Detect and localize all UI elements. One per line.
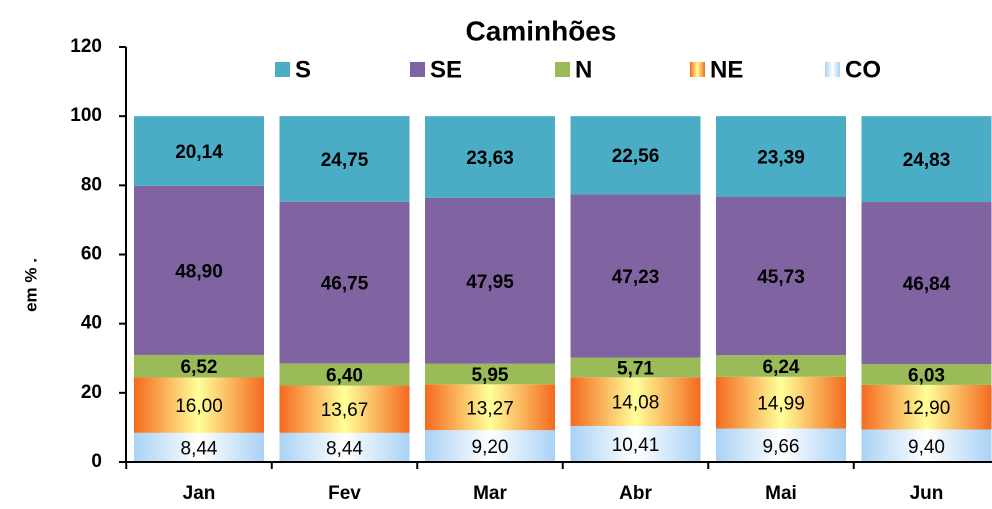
- y-tick-label: 120: [70, 36, 102, 57]
- bar-segment: [861, 364, 992, 385]
- data-label: 14,08: [612, 393, 660, 414]
- legend-swatch: [825, 62, 840, 77]
- x-tick-label: Mai: [765, 483, 797, 504]
- data-label: 12,90: [903, 398, 951, 419]
- bar-segment: [279, 116, 410, 202]
- data-label: 46,75: [321, 274, 369, 295]
- data-label: 48,90: [175, 261, 223, 282]
- data-label: 13,27: [466, 398, 514, 419]
- bar-segment: [425, 197, 555, 364]
- bar-segment: [279, 363, 410, 386]
- data-label: 20,14: [175, 142, 223, 163]
- chart-title: Caminhões: [466, 15, 617, 46]
- data-label: 6,40: [326, 365, 363, 386]
- legend-label: CO: [845, 56, 881, 83]
- data-label: 24,75: [321, 150, 369, 171]
- bar-segment: [570, 425, 701, 462]
- data-label: 5,71: [617, 358, 654, 379]
- data-label: 8,44: [181, 438, 218, 459]
- y-tick-label: 0: [91, 451, 102, 472]
- bar-segment: [570, 194, 701, 358]
- bar-segment: [425, 363, 555, 385]
- data-label: 23,39: [757, 148, 805, 169]
- data-label: 46,84: [903, 274, 951, 295]
- data-label: 6,24: [763, 357, 800, 378]
- y-tick-label: 80: [81, 174, 102, 195]
- data-label: 47,23: [612, 267, 660, 288]
- y-tick-label: 40: [81, 313, 102, 334]
- data-label: 9,66: [763, 436, 800, 457]
- data-label: 9,40: [908, 437, 945, 458]
- bar-segment: [716, 428, 846, 462]
- legend-label: S: [295, 56, 311, 83]
- bar-segment: [861, 384, 992, 430]
- bar-segment: [134, 185, 264, 355]
- x-tick-label: Jun: [910, 483, 944, 504]
- bar-segment: [134, 377, 264, 433]
- x-tick-label: Mar: [473, 483, 507, 504]
- bar-segment: [570, 116, 701, 195]
- x-tick-label: Jan: [183, 483, 216, 504]
- y-tick-label: 100: [70, 105, 102, 126]
- legend-swatch: [690, 62, 705, 77]
- bar-segment: [425, 116, 555, 198]
- bar-segment: [570, 357, 701, 378]
- data-label: 23,63: [466, 148, 514, 169]
- data-label: 9,20: [472, 437, 509, 458]
- legend-label: N: [575, 56, 592, 83]
- data-label: 13,67: [321, 400, 369, 421]
- bar-segment: [279, 201, 410, 364]
- bar-segment: [861, 116, 992, 203]
- legend-label: NE: [710, 56, 743, 83]
- data-label: 14,99: [757, 394, 805, 415]
- legend-swatch: [555, 62, 570, 77]
- data-label: 24,83: [903, 150, 951, 171]
- data-label: 47,95: [466, 272, 514, 293]
- bar-segment: [279, 432, 410, 462]
- legend-swatch: [275, 62, 290, 77]
- data-label: 16,00: [175, 396, 223, 417]
- bar-segment: [279, 385, 410, 433]
- data-label: 8,44: [326, 438, 363, 459]
- bar-segment: [716, 355, 846, 377]
- data-label: 22,56: [612, 146, 660, 167]
- bar-segment: [570, 377, 701, 426]
- data-label: 5,95: [472, 365, 509, 386]
- bar-segment: [861, 429, 992, 462]
- bar-segment: [134, 354, 264, 378]
- y-tick-label: 20: [81, 382, 102, 403]
- bar-segment: [425, 384, 555, 431]
- x-tick-label: Fev: [328, 483, 361, 504]
- data-label: 6,03: [908, 365, 945, 386]
- bar-segment: [425, 430, 555, 462]
- y-axis-title: em % .: [21, 258, 40, 312]
- y-tick-label: 60: [81, 244, 102, 265]
- bar-segment: [716, 197, 846, 356]
- bar-segment: [134, 432, 264, 462]
- legend-label: SE: [430, 56, 462, 83]
- bar-segment: [861, 202, 992, 365]
- data-label: 10,41: [612, 435, 660, 456]
- bar-segment: [716, 376, 846, 429]
- data-label: 45,73: [757, 267, 805, 288]
- legend-swatch: [410, 62, 425, 77]
- bar-segment: [134, 116, 264, 186]
- x-tick-label: Abr: [619, 483, 652, 504]
- data-label: 6,52: [181, 357, 218, 378]
- bar-segment: [716, 116, 846, 198]
